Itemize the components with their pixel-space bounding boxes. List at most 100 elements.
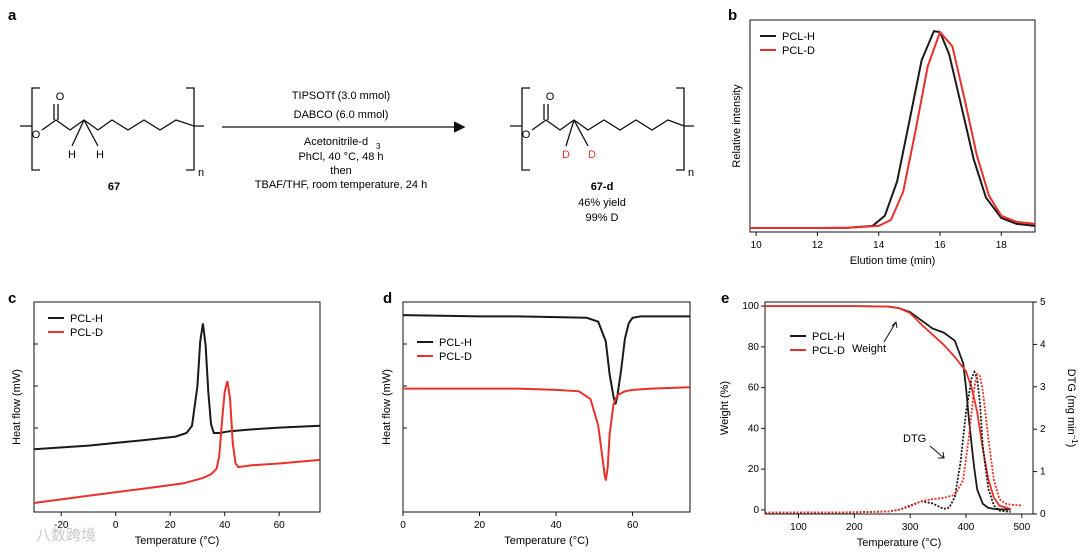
- condition-3: Acetonitrile-d: [304, 136, 368, 148]
- y-axis-title-e: Weight (%): [719, 381, 731, 435]
- reactant-h1: H: [68, 149, 76, 161]
- x-tick-label-c: -20: [54, 520, 69, 531]
- series-line-c-pcl-h: [33, 323, 321, 451]
- x-tick-label-b: 10: [751, 240, 763, 251]
- legend-label-e-pcl-h: PCL-H: [812, 331, 845, 343]
- series-line-c-pcl-d: [33, 380, 321, 504]
- product-carbonyl: [543, 104, 549, 120]
- panel-letter-b: b: [728, 7, 737, 24]
- y-tick-label-e: 40: [748, 423, 760, 434]
- reactant-o-upper: O: [56, 91, 65, 103]
- legend-label-b-pcl-h: PCL-H: [782, 31, 815, 43]
- x-tick-label-e: 200: [846, 522, 863, 533]
- reaction-arrow-head: [453, 121, 466, 133]
- panel-letter-a: a: [8, 7, 17, 24]
- series-line-e-left-pcl-d: [765, 305, 1011, 510]
- series-line-d-pcl-h: [402, 314, 690, 405]
- reactant-bracket-right: [186, 87, 195, 171]
- x-tick-label-c: 20: [165, 520, 177, 531]
- y-tick-label-e: 20: [748, 464, 760, 475]
- condition-2: DABCO (6.0 mmol): [294, 109, 389, 121]
- y-axis-title-d: Heat flow (mW): [381, 369, 393, 445]
- product-subscript-n: n: [688, 167, 694, 179]
- x-tick-label-e: 500: [1013, 522, 1030, 533]
- plot-frame-b: [749, 19, 1036, 233]
- product-label: 67-d: [591, 181, 614, 193]
- product-o-upper: O: [546, 91, 555, 103]
- y2-tick-label-e: 0: [1040, 509, 1046, 520]
- y2-tick-label-e: 2: [1040, 424, 1046, 435]
- reactant-o-lower: O: [32, 129, 41, 141]
- legend-label-e-pcl-d: PCL-D: [812, 345, 845, 357]
- y2-tick-label-e: 4: [1040, 339, 1046, 350]
- reaction-scheme: [20, 87, 694, 171]
- product-skeleton: [510, 119, 694, 131]
- legend-label-c-pcl-d: PCL-D: [70, 327, 103, 339]
- plot-frame-e: [764, 301, 1034, 515]
- condition-5: then: [330, 165, 351, 177]
- condition-4: PhCl, 40 °C, 48 h: [298, 151, 383, 163]
- x-tick-label-b: 18: [996, 240, 1008, 251]
- x-tick-label-c: 0: [113, 520, 119, 531]
- series-line-e-right-pcl-h: [764, 369, 1011, 514]
- x-axis-title-d: Temperature (°C): [504, 535, 588, 547]
- y-tick-label-e: 80: [748, 342, 760, 353]
- condition-3-subscript: 3: [376, 142, 381, 151]
- series-line-b-pcl-h: [750, 29, 1036, 229]
- y2-axis-title-e: DTG (mg min–1): [1065, 369, 1080, 448]
- y2-axis-title-close: ): [1065, 444, 1077, 448]
- product-o-lower: O: [522, 129, 531, 141]
- panel-letter-e: e: [721, 290, 729, 307]
- plot-frame-d: [402, 301, 691, 513]
- panel-letter-c: c: [8, 290, 16, 307]
- x-tick-label-d: 60: [627, 520, 639, 531]
- product-d1: D: [562, 149, 570, 161]
- legend-label-c-pcl-h: PCL-H: [70, 313, 103, 325]
- reactant-label: 67: [108, 181, 120, 193]
- condition-6: TBAF/THF, room temperature, 24 h: [255, 179, 427, 191]
- y-tick-label-e: 60: [748, 383, 760, 394]
- series-line-e-right-pcl-d: [764, 372, 1022, 514]
- product-bracket-right: [676, 87, 685, 171]
- x-axis-title-c: Temperature (°C): [135, 535, 219, 547]
- condition-1: TIPSOTf (3.0 mmol): [292, 90, 390, 102]
- product-deuteration: 99% D: [585, 212, 618, 224]
- x-tick-label-e: 100: [790, 522, 807, 533]
- reactant-h2: H: [96, 149, 104, 161]
- annotation-dtg: DTG: [903, 433, 926, 445]
- annotation-weight-arrow: [883, 321, 897, 343]
- x-tick-label-b: 14: [873, 240, 885, 251]
- series-line-d-pcl-d: [403, 386, 691, 481]
- plot-frame-c: [33, 301, 321, 513]
- legend-label-d-pcl-h: PCL-H: [439, 337, 472, 349]
- x-tick-label-c: 60: [274, 520, 286, 531]
- panel-letter-d: d: [383, 290, 392, 307]
- x-tick-label-b: 16: [934, 240, 946, 251]
- x-tick-label-d: 20: [474, 520, 486, 531]
- x-tick-label-c: 40: [219, 520, 231, 531]
- annotation-weight-arrowhead: [891, 320, 898, 329]
- reaction-scheme-text: O O H H n 67 TIPSOTf (3.0 mmol) DABCO (6…: [32, 90, 694, 224]
- product-yield: 46% yield: [578, 197, 626, 209]
- watermark-text: 八数跨境: [36, 526, 96, 544]
- x-axis-title-e: Temperature (°C): [857, 537, 941, 549]
- y-tick-label-e: 100: [742, 301, 759, 312]
- annotation-dtg-arrow: [929, 445, 945, 459]
- y-axis-title-c: Heat flow (mW): [11, 369, 23, 445]
- x-tick-label-e: 300: [902, 522, 919, 533]
- y-tick-label-e: 0: [753, 505, 759, 516]
- chart-d-dsc-cooling: 0 20 40 60 Temperature (°C) Heat flow (mW) PCL…: [381, 301, 691, 547]
- y2-axis-title-main: DTG (mg min: [1065, 369, 1077, 435]
- product-d2: D: [588, 149, 596, 161]
- reactant-bracket-left: [31, 87, 40, 171]
- product-d-bonds: [565, 119, 589, 147]
- y2-tick-label-e: 1: [1040, 467, 1046, 478]
- series-line-b-pcl-d: [750, 30, 1036, 229]
- reactant-subscript-n: n: [198, 167, 204, 179]
- y2-axis-title-sup: –1: [1071, 435, 1080, 444]
- chart-c-dsc-heating: -20 0 20 40 60 Temperature (°C) Heat flow (mW)…: [11, 301, 321, 547]
- annotation-dtg-arrowhead: [938, 451, 945, 459]
- chart-b-elution: 10 12 14 16 18 Elution time (min) Relative int…: [731, 19, 1036, 267]
